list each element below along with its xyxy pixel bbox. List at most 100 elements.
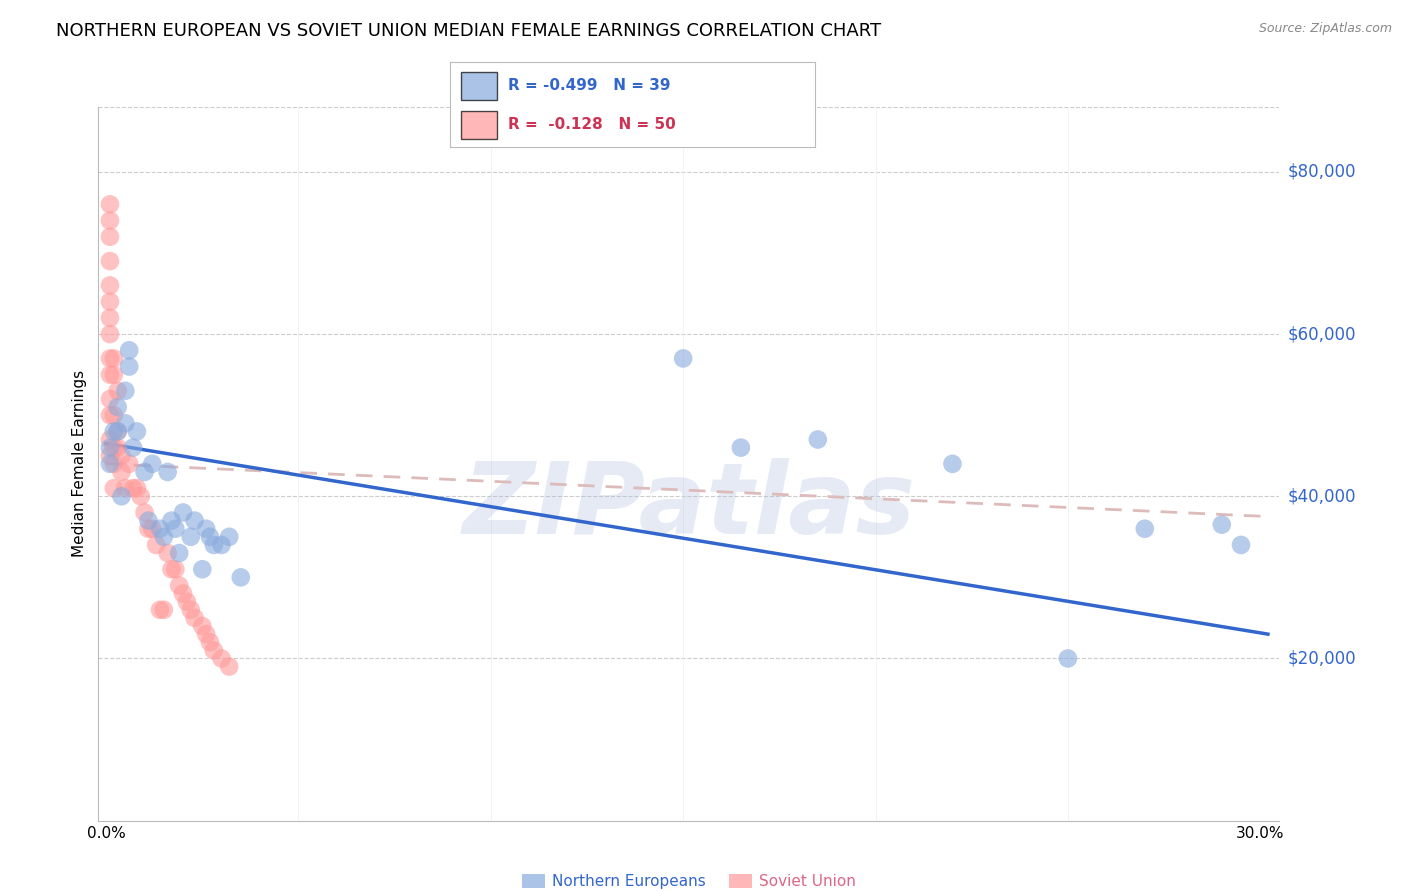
Point — [149, 603, 172, 617]
Point — [98, 457, 121, 471]
Text: R =  -0.128   N = 50: R = -0.128 N = 50 — [509, 117, 676, 132]
Point — [107, 425, 129, 439]
Point — [98, 327, 121, 342]
Point — [218, 530, 240, 544]
Point — [165, 522, 187, 536]
Point — [103, 481, 125, 495]
Point — [1230, 538, 1253, 552]
Point — [98, 278, 121, 293]
Point — [134, 506, 156, 520]
Point — [141, 457, 163, 471]
Point — [202, 538, 225, 552]
Point — [98, 441, 121, 455]
Point — [103, 408, 125, 422]
Point — [114, 417, 136, 431]
Point — [141, 522, 163, 536]
Point — [114, 481, 136, 495]
Point — [172, 506, 194, 520]
Text: NORTHERN EUROPEAN VS SOVIET UNION MEDIAN FEMALE EARNINGS CORRELATION CHART: NORTHERN EUROPEAN VS SOVIET UNION MEDIAN… — [56, 22, 882, 40]
Point — [103, 351, 125, 366]
Text: $60,000: $60,000 — [1288, 325, 1357, 343]
Point — [195, 522, 218, 536]
Point — [125, 425, 148, 439]
FancyBboxPatch shape — [461, 71, 498, 100]
Point — [180, 530, 202, 544]
Point — [110, 465, 132, 479]
Point — [98, 392, 121, 406]
Point — [198, 530, 221, 544]
Point — [180, 603, 202, 617]
Point — [198, 635, 221, 649]
Text: Source: ZipAtlas.com: Source: ZipAtlas.com — [1258, 22, 1392, 36]
Point — [110, 489, 132, 503]
Point — [98, 197, 121, 211]
Point — [153, 530, 176, 544]
Point — [672, 351, 695, 366]
Point — [807, 433, 830, 447]
Point — [211, 538, 233, 552]
Point — [125, 481, 148, 495]
Point — [160, 514, 183, 528]
Point — [145, 538, 167, 552]
Point — [98, 368, 121, 382]
Point — [98, 449, 121, 463]
Point — [730, 441, 752, 455]
Point — [98, 310, 121, 325]
Point — [218, 659, 240, 673]
Point — [98, 254, 121, 268]
Text: ZIPatlas: ZIPatlas — [463, 458, 915, 555]
Point — [98, 213, 121, 227]
Point — [98, 351, 121, 366]
Point — [107, 384, 129, 398]
Point — [103, 457, 125, 471]
Point — [118, 343, 141, 358]
Point — [183, 611, 205, 625]
Point — [191, 619, 214, 633]
Point — [129, 489, 152, 503]
Point — [229, 570, 252, 584]
Point — [134, 465, 156, 479]
Point — [98, 294, 121, 309]
Point — [114, 384, 136, 398]
Point — [172, 586, 194, 600]
Point — [98, 408, 121, 422]
Point — [153, 603, 176, 617]
Point — [1057, 651, 1080, 665]
Point — [941, 457, 963, 471]
Point — [107, 425, 129, 439]
Point — [138, 522, 160, 536]
Text: $80,000: $80,000 — [1288, 163, 1357, 181]
Point — [107, 441, 129, 455]
FancyBboxPatch shape — [461, 111, 498, 139]
Point — [195, 627, 218, 641]
Point — [165, 562, 187, 576]
Point — [191, 562, 214, 576]
Point — [167, 546, 190, 560]
Point — [167, 578, 190, 592]
Point — [118, 457, 141, 471]
Point — [107, 400, 129, 414]
Point — [211, 651, 233, 665]
Y-axis label: Median Female Earnings: Median Female Earnings — [72, 370, 87, 558]
Point — [138, 514, 160, 528]
Point — [149, 522, 172, 536]
Point — [122, 441, 145, 455]
Point — [156, 465, 179, 479]
Text: $40,000: $40,000 — [1288, 487, 1357, 505]
Point — [160, 562, 183, 576]
Point — [183, 514, 205, 528]
Point — [122, 481, 145, 495]
Point — [202, 643, 225, 657]
Point — [98, 433, 121, 447]
Point — [1211, 517, 1233, 532]
Point — [1133, 522, 1156, 536]
Point — [103, 368, 125, 382]
Point — [103, 441, 125, 455]
Point — [118, 359, 141, 374]
Text: $20,000: $20,000 — [1288, 649, 1357, 667]
Point — [103, 425, 125, 439]
Legend: Northern Europeans, Soviet Union: Northern Europeans, Soviet Union — [516, 868, 862, 892]
Point — [110, 449, 132, 463]
Point — [98, 229, 121, 244]
Point — [156, 546, 179, 560]
